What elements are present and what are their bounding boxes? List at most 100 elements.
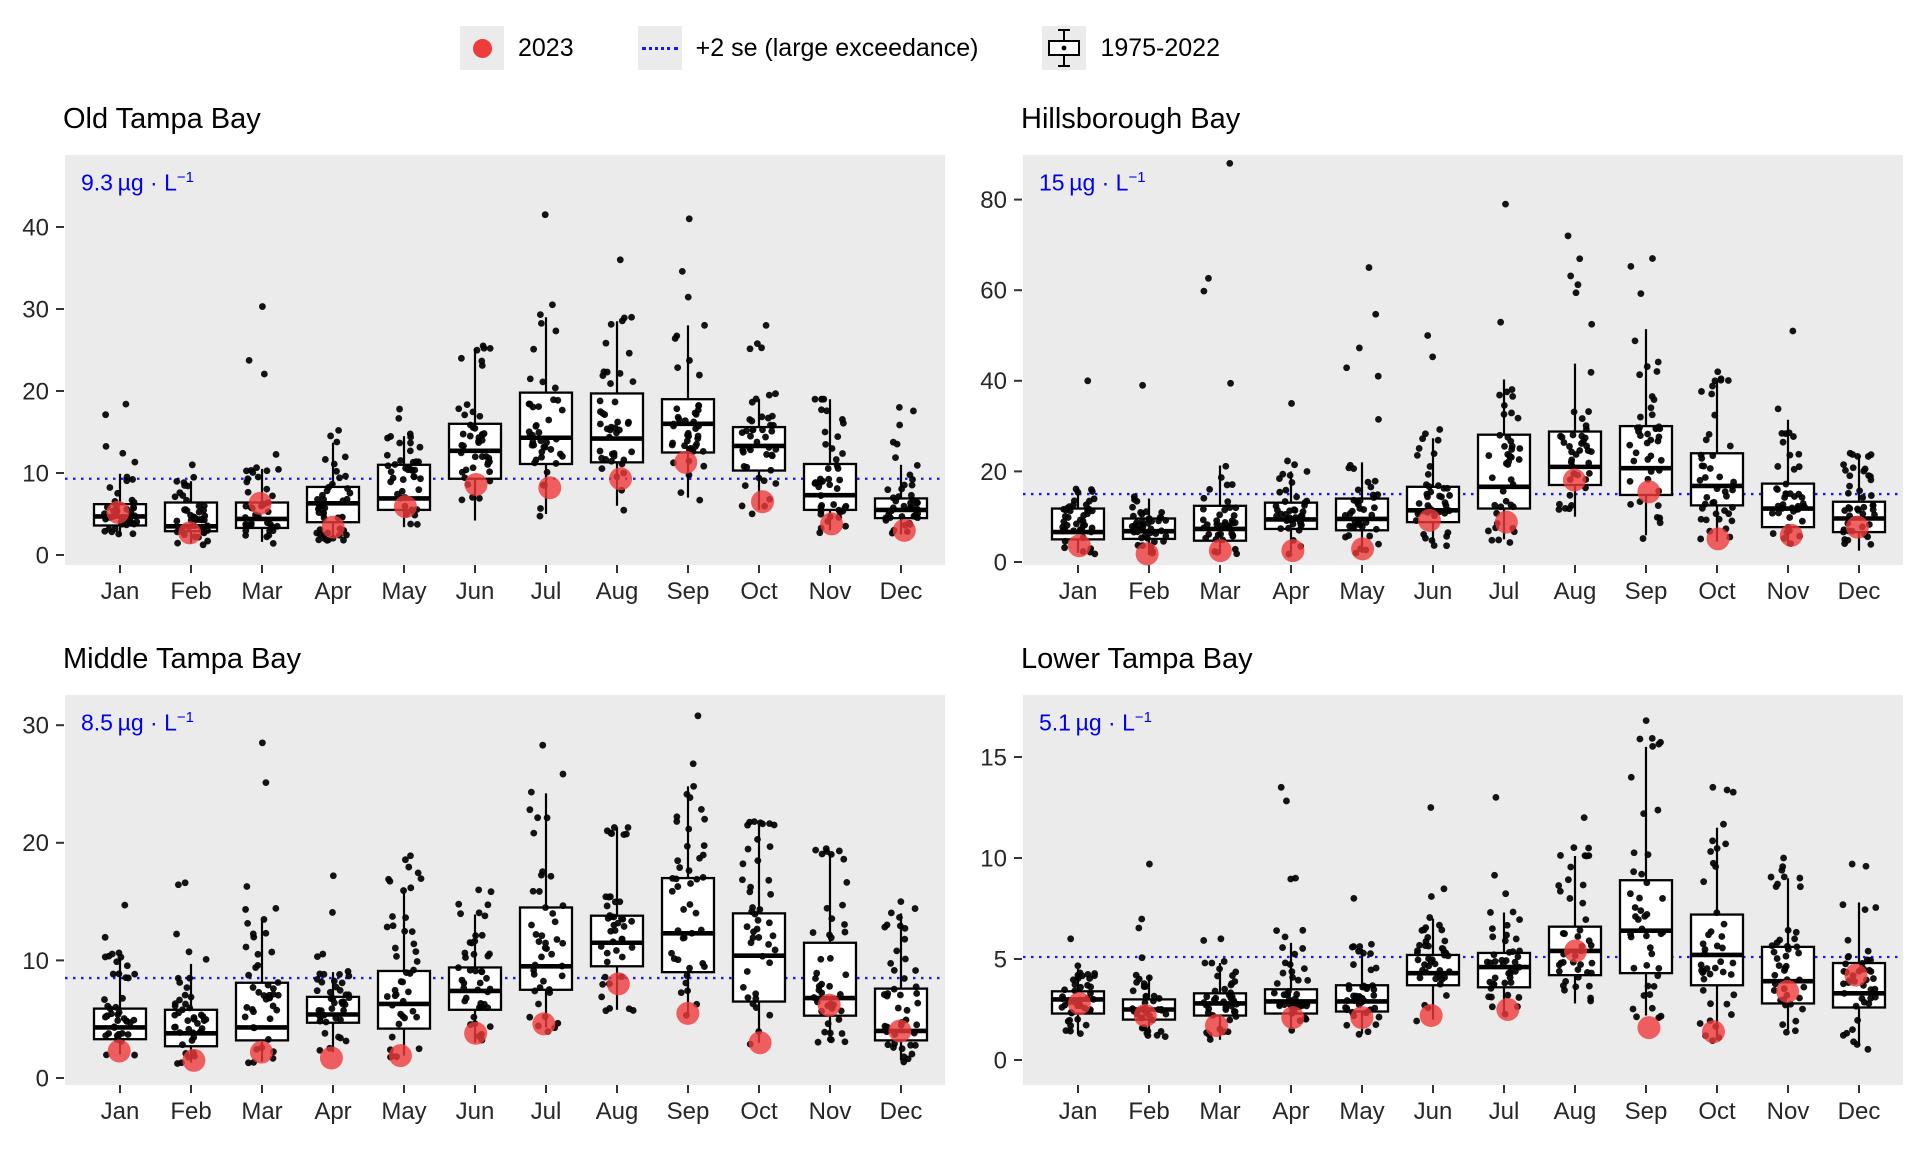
- svg-text:Apr: Apr: [314, 1098, 351, 1125]
- svg-text:Dec: Dec: [1838, 578, 1881, 605]
- svg-text:30: 30: [22, 713, 49, 740]
- svg-text:Jun: Jun: [456, 1098, 495, 1125]
- threshold-exponent: −1: [1134, 709, 1152, 726]
- threshold-annotation: 8.5 µg · L−1: [81, 709, 194, 737]
- svg-text:Jul: Jul: [531, 1098, 562, 1125]
- svg-text:Jan: Jan: [101, 1098, 140, 1125]
- svg-text:Jan: Jan: [101, 578, 140, 605]
- svg-text:40: 40: [980, 368, 1007, 395]
- svg-text:Nov: Nov: [809, 578, 852, 605]
- panel-old-tampa-bay: Old Tampa Bay 9.3 µg · L−1 0 10 20 30 40 Jan F…: [22, 103, 945, 605]
- threshold-value: 9.3: [81, 169, 113, 196]
- svg-text:May: May: [381, 578, 426, 605]
- legend-label-2023: 2023: [518, 33, 574, 62]
- svg-text:Jun: Jun: [456, 578, 495, 605]
- svg-text:Apr: Apr: [314, 578, 351, 605]
- svg-text:May: May: [381, 1098, 426, 1125]
- svg-text:Jul: Jul: [531, 578, 562, 605]
- svg-text:Oct: Oct: [740, 578, 778, 605]
- threshold-unit: µg · L: [1075, 709, 1135, 736]
- legend-key-2023: [460, 26, 504, 70]
- threshold-value: 5.1: [1039, 709, 1071, 736]
- boxplot-chart: 0 10 20 30 40 Jan Feb Mar Apr May Jun Jul Aug Sep Oct N…: [22, 155, 945, 605]
- svg-text:0: 0: [36, 542, 49, 569]
- svg-text:30: 30: [22, 296, 49, 323]
- svg-text:Jun: Jun: [1414, 1098, 1453, 1125]
- svg-text:Dec: Dec: [880, 1098, 923, 1125]
- svg-text:Jun: Jun: [1414, 578, 1453, 605]
- svg-text:60: 60: [980, 278, 1007, 305]
- threshold-annotation: 15 µg · L−1: [1039, 169, 1146, 197]
- svg-text:20: 20: [22, 378, 49, 405]
- svg-text:20: 20: [980, 459, 1007, 486]
- svg-text:Sep: Sep: [1625, 1098, 1668, 1125]
- svg-text:Aug: Aug: [1554, 1098, 1597, 1125]
- svg-text:0: 0: [994, 549, 1007, 576]
- threshold-unit: µg · L: [117, 709, 177, 736]
- panel-title: Hillsborough Bay: [1021, 103, 1241, 135]
- legend-item-2023: 2023: [460, 26, 574, 70]
- svg-text:Feb: Feb: [1128, 578, 1169, 605]
- svg-text:10: 10: [22, 460, 49, 487]
- svg-text:May: May: [1339, 578, 1384, 605]
- svg-text:Sep: Sep: [1625, 578, 1668, 605]
- legend-label-threshold: +2 se (large exceedance): [695, 33, 979, 62]
- boxplot-chart: 0 10 20 30 Jan Feb Mar Apr May Jun Jul Aug Sep Oct Nov…: [22, 695, 945, 1125]
- boxplot-chart: 0 5 10 15 Jan Feb Mar Apr May Jun Jul Aug Sep Oct Nov D…: [980, 695, 1903, 1125]
- panel-lower-tampa-bay: Lower Tampa Bay 5.1 µg · L−1 0 5 10 15 Jan Fe…: [980, 643, 1903, 1125]
- svg-text:Feb: Feb: [1128, 1098, 1169, 1125]
- svg-text:Dec: Dec: [880, 578, 923, 605]
- svg-text:Jan: Jan: [1059, 1098, 1098, 1125]
- svg-text:Aug: Aug: [596, 1098, 639, 1125]
- threshold-unit: µg · L: [1069, 169, 1129, 196]
- svg-text:Jul: Jul: [1489, 1098, 1520, 1125]
- svg-text:10: 10: [980, 845, 1007, 872]
- threshold-exponent: −1: [176, 169, 194, 186]
- svg-text:Dec: Dec: [1838, 1098, 1881, 1125]
- svg-text:Mar: Mar: [1199, 578, 1240, 605]
- legend-key-historic: [1042, 26, 1087, 70]
- svg-text:Apr: Apr: [1272, 578, 1309, 605]
- svg-text:May: May: [1339, 1098, 1384, 1125]
- svg-text:Mar: Mar: [1199, 1098, 1240, 1125]
- svg-text:Mar: Mar: [241, 1098, 282, 1125]
- boxplot-chart: 0 20 40 60 80 Jan Feb Mar Apr May Jun Jul Aug Sep Oct N…: [980, 155, 1903, 605]
- legend-label-historic: 1975-2022: [1100, 33, 1220, 62]
- svg-text:Oct: Oct: [1698, 1098, 1736, 1125]
- svg-text:15: 15: [980, 744, 1007, 771]
- svg-text:Nov: Nov: [1767, 1098, 1810, 1125]
- svg-text:Feb: Feb: [170, 578, 211, 605]
- panel-hillsborough-bay: Hillsborough Bay 15 µg · L−1 0 20 40 60 80 Ja…: [980, 103, 1903, 605]
- legend-key-threshold: [637, 26, 682, 70]
- svg-text:Aug: Aug: [1554, 578, 1597, 605]
- threshold-annotation: 9.3 µg · L−1: [81, 169, 194, 197]
- threshold-annotation: 5.1 µg · L−1: [1039, 709, 1152, 737]
- threshold-value: 15: [1039, 169, 1065, 196]
- panel-title: Middle Tampa Bay: [63, 643, 302, 675]
- svg-text:Feb: Feb: [170, 1098, 211, 1125]
- panel-title: Old Tampa Bay: [63, 103, 261, 135]
- svg-text:Jan: Jan: [1059, 578, 1098, 605]
- chart-legend: 2023 +2 se (large exceedance) 1975-2022: [0, 26, 1680, 70]
- svg-text:Oct: Oct: [1698, 578, 1736, 605]
- threshold-exponent: −1: [1128, 169, 1146, 186]
- legend-item-threshold: +2 se (large exceedance): [637, 26, 979, 70]
- legend-item-historic: 1975-2022: [1042, 26, 1220, 70]
- svg-text:80: 80: [980, 187, 1007, 214]
- dotted-line-icon: [641, 46, 678, 50]
- panel-middle-tampa-bay: Middle Tampa Bay 8.5 µg · L−1 0 10 20 30 Jan…: [22, 643, 945, 1125]
- svg-text:Sep: Sep: [667, 1098, 710, 1125]
- svg-text:Apr: Apr: [1272, 1098, 1309, 1125]
- svg-text:10: 10: [22, 948, 49, 975]
- threshold-value: 8.5: [81, 709, 113, 736]
- svg-text:Mar: Mar: [241, 578, 282, 605]
- svg-text:0: 0: [994, 1047, 1007, 1074]
- threshold-unit: µg · L: [117, 169, 177, 196]
- svg-text:Nov: Nov: [809, 1098, 852, 1125]
- red-point-icon: [472, 38, 492, 58]
- threshold-exponent: −1: [176, 709, 194, 726]
- svg-text:Oct: Oct: [740, 1098, 778, 1125]
- svg-text:20: 20: [22, 830, 49, 857]
- svg-text:Aug: Aug: [596, 578, 639, 605]
